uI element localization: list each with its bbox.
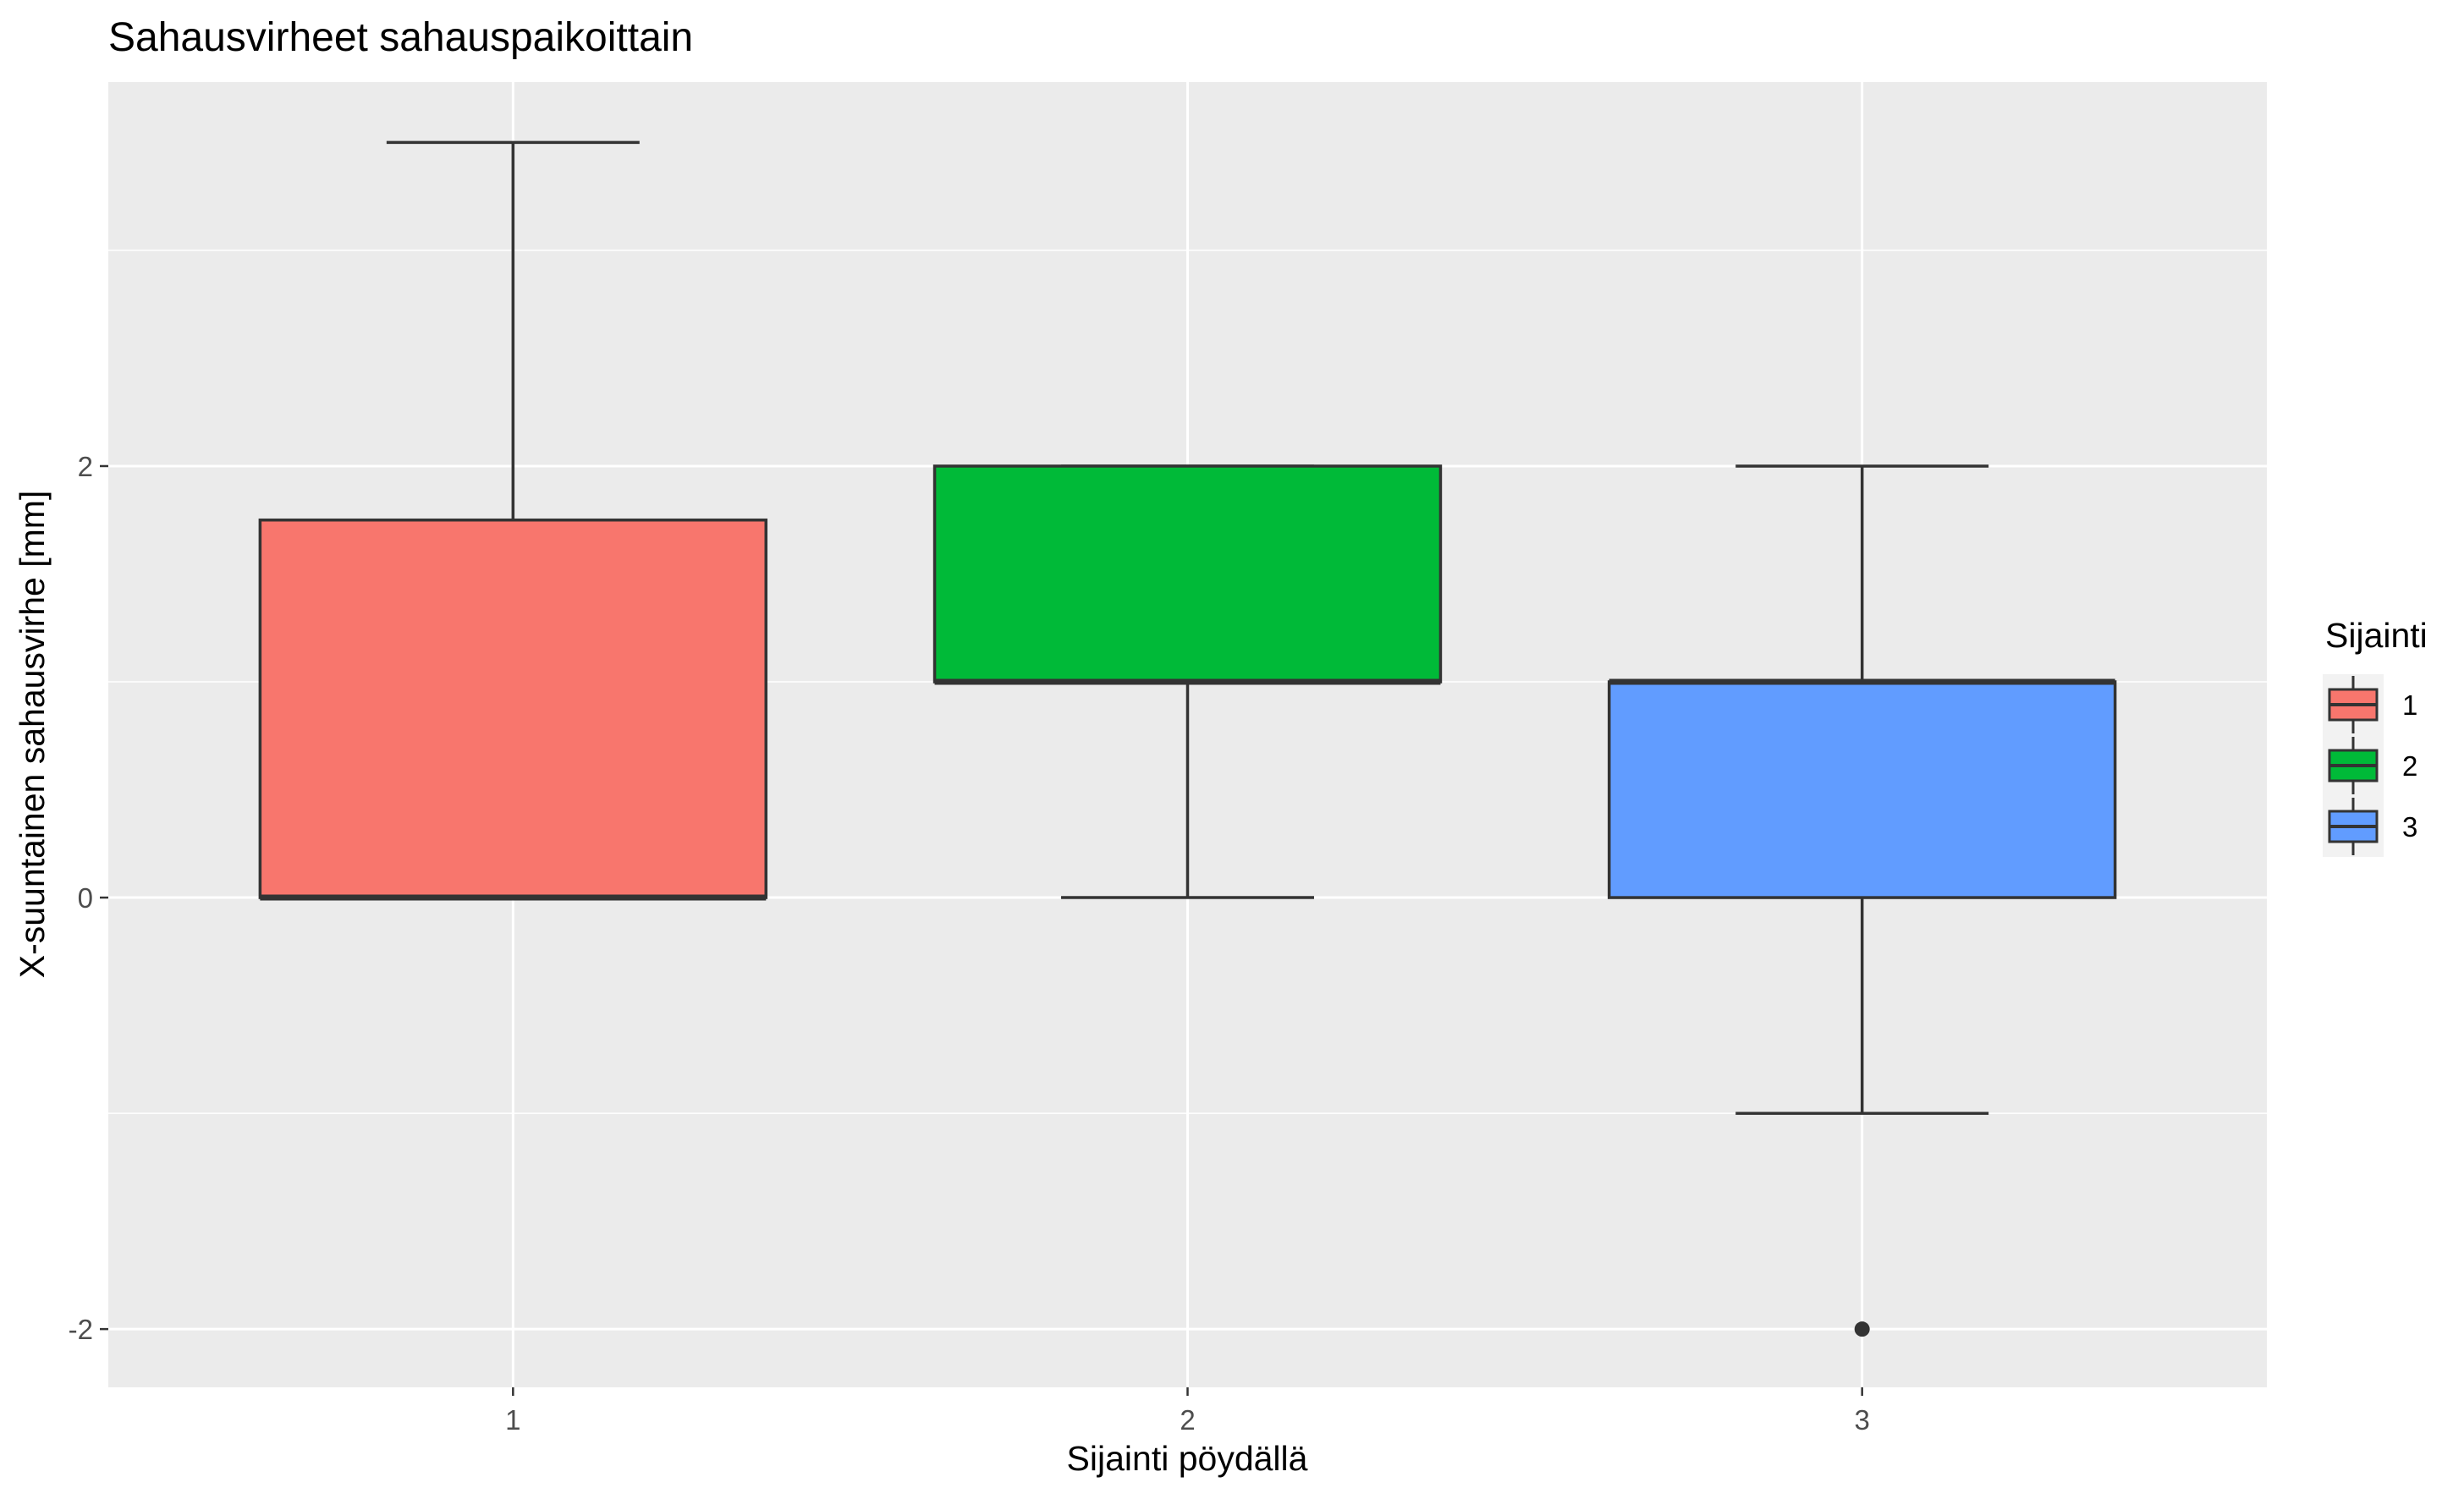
x-axis-title: Sijainti pöydällä: [1067, 1439, 1308, 1478]
y-tick-label: -2: [69, 1314, 93, 1345]
box-category-2: [932, 464, 1443, 899]
box-iqr: [1607, 680, 2117, 899]
x-tick-label: 2: [1180, 1404, 1195, 1436]
legend-entry-1: 1: [2328, 676, 2417, 733]
legend-entry-3: 3: [2328, 798, 2417, 855]
legend-label: 3: [2402, 811, 2417, 843]
box-category-3: [1607, 464, 2117, 1337]
legend-entry-2: 2: [2328, 737, 2417, 794]
y-axis-ticks: -2 0 2: [69, 451, 108, 1345]
outlier-point: [1854, 1321, 1870, 1337]
legend-keys: 1 2 3: [2323, 674, 2417, 857]
legend: Sijainti 1 2 3: [2323, 616, 2428, 857]
x-tick-label: 3: [1855, 1404, 1870, 1436]
legend-label: 2: [2402, 750, 2417, 782]
x-axis-ticks: 1 2 3: [505, 1387, 1870, 1436]
y-axis-title: X-suuntainen sahausvirhe [mm]: [13, 491, 52, 979]
box-series: [258, 140, 2117, 1337]
y-tick-label: 2: [78, 451, 93, 482]
box-iqr: [932, 464, 1443, 684]
legend-title: Sijainti: [2325, 616, 2428, 655]
y-tick-label: 0: [78, 882, 93, 914]
legend-label: 1: [2402, 689, 2417, 721]
box-category-1: [258, 140, 768, 901]
box-iqr: [258, 518, 768, 899]
x-tick-label: 1: [505, 1404, 520, 1436]
chart-title: Sahausvirheet sahauspaikoittain: [108, 15, 693, 60]
